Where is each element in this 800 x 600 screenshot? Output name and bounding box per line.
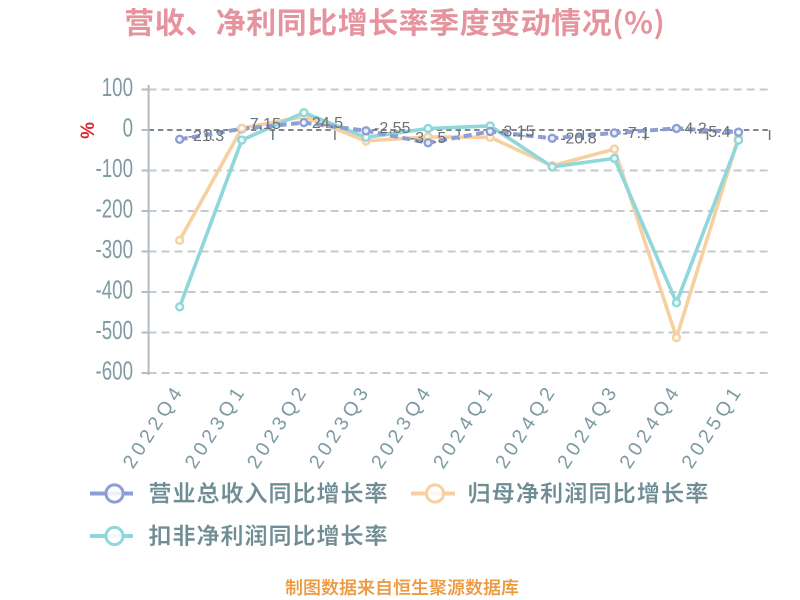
svg-text:-600: -600 [96, 355, 133, 385]
svg-text:-400: -400 [96, 274, 133, 304]
svg-text:-5.4: -5.4 [703, 124, 731, 141]
svg-text:7.15: 7.15 [250, 116, 281, 133]
svg-text:-21.3: -21.3 [188, 128, 225, 145]
svg-text:4.2: 4.2 [685, 120, 707, 137]
svg-text:-300: -300 [96, 234, 133, 264]
svg-text:0: 0 [123, 112, 133, 142]
svg-text:-200: -200 [96, 193, 133, 223]
svg-text:100: 100 [102, 72, 133, 102]
svg-text:%: % [76, 122, 97, 139]
svg-text:-100: -100 [96, 153, 133, 183]
svg-text:-500: -500 [96, 315, 133, 345]
svg-text:24.5: 24.5 [312, 115, 343, 132]
svg-text:-20.8: -20.8 [560, 130, 597, 147]
svg-text:-7.1: -7.1 [622, 125, 650, 142]
svg-text:-3.15: -3.15 [498, 123, 535, 140]
svg-text:-2.55: -2.55 [374, 120, 411, 137]
